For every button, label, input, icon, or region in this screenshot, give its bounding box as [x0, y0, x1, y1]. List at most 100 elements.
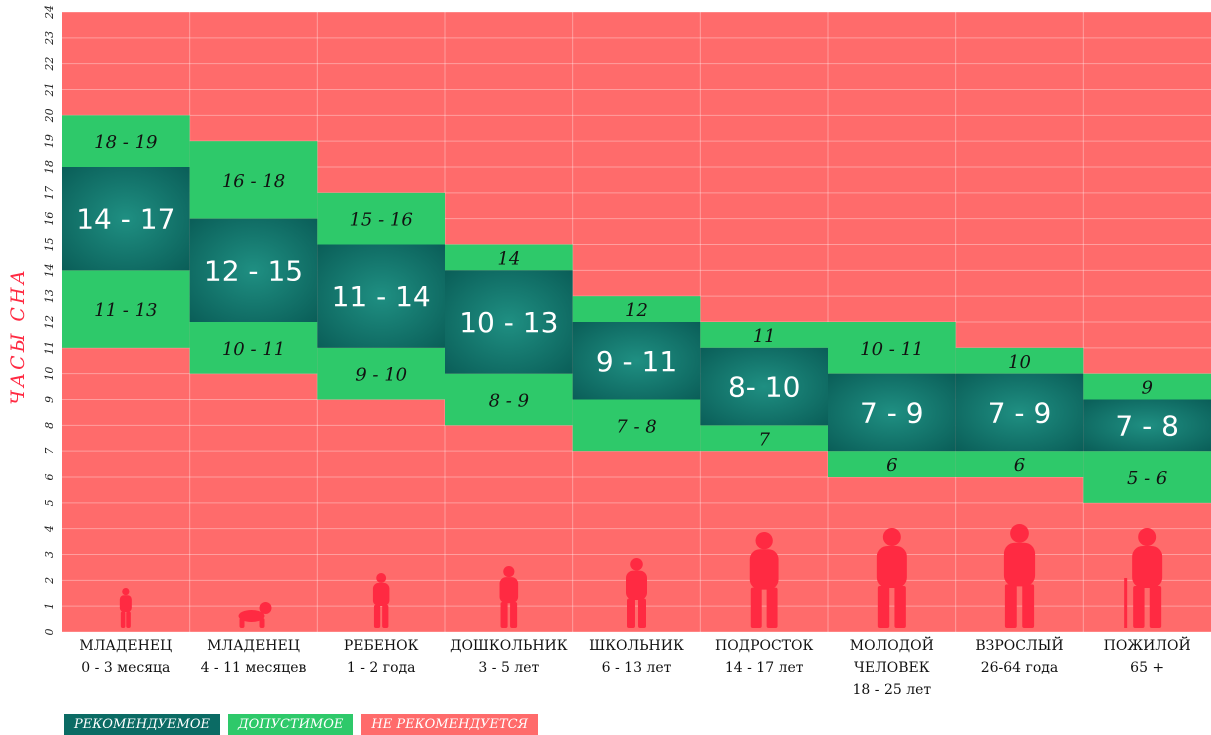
- acceptable-upper-bar: [317, 192, 445, 245]
- acceptable-lower-label: 7 - 8: [616, 416, 656, 437]
- acceptable-lower-label: 7: [758, 429, 770, 450]
- acceptable-upper-bar: [189, 141, 318, 219]
- legend-not-recommended: НЕ РЕКОМЕНДУЕТСЯ: [361, 714, 539, 735]
- category-age: 0 - 3 месяца: [81, 660, 170, 676]
- category-age: 1 - 2 года: [347, 660, 416, 676]
- y-tick-label: 6: [43, 474, 56, 481]
- category-age: 18 - 25 лет: [853, 682, 932, 698]
- preschooler-silhouette-icon: [499, 566, 519, 628]
- x-axis-categories: МЛАДЕНЕЦ 0 - 3 месяца МЛАДЕНЕЦ 4 - 11 месяц…: [79, 635, 1190, 698]
- y-tick-label: 21: [43, 83, 56, 98]
- infant-silhouette-icon: [119, 588, 132, 628]
- recommended-label: 14 - 17: [76, 203, 175, 236]
- recommended-bar: [955, 373, 1084, 452]
- category-name: ШКОЛЬНИК: [589, 638, 684, 654]
- recommended-label: 7 - 9: [860, 396, 924, 429]
- y-tick-label: 4: [43, 525, 56, 533]
- recommended-bar: [445, 270, 573, 374]
- acceptable-upper-bar: [955, 347, 1084, 374]
- y-axis-label: ЧАСЫ СНА: [7, 267, 29, 405]
- acceptable-upper-label: 12: [625, 300, 648, 321]
- acceptable-lower-bar: [572, 399, 701, 452]
- y-tick-label: 22: [43, 57, 56, 72]
- y-tick-label: 14: [43, 263, 56, 277]
- acceptable-lower-label: 6: [1014, 455, 1025, 476]
- y-tick-label: 12: [43, 315, 56, 329]
- senior-silhouette-icon: [1124, 528, 1163, 628]
- acceptable-lower-label: 10 - 11: [222, 339, 285, 360]
- y-tick-label: 0: [43, 629, 56, 636]
- acceptable-lower-label: 8 - 9: [489, 391, 529, 412]
- adult-silhouette-icon: [1003, 524, 1036, 628]
- y-tick-label: 8: [43, 422, 56, 429]
- acceptable-upper-bar: [828, 322, 956, 374]
- y-tick-label: 20: [43, 108, 56, 123]
- y-tick-label: 1: [43, 603, 56, 610]
- recommended-bar: [1083, 399, 1211, 452]
- category-name: МЛАДЕНЕЦ: [207, 638, 300, 654]
- category-age: 6 - 13 лет: [602, 660, 672, 676]
- acceptable-lower-label: 9 - 10: [355, 365, 407, 386]
- acceptable-lower-label: 11 - 13: [94, 300, 157, 321]
- silhouettes-group: [119, 524, 1163, 628]
- category-name: ВЗРОСЛЫЙ: [975, 635, 1063, 654]
- acceptable-lower-bar: [1083, 451, 1211, 503]
- acceptable-lower-bar: [62, 270, 190, 348]
- acceptable-upper-bar: [572, 296, 701, 322]
- y-tick-label: 9: [43, 396, 56, 403]
- y-tick-label: 5: [43, 499, 56, 506]
- acceptable-lower-label: 6: [886, 455, 897, 476]
- acceptable-upper-bar: [62, 115, 190, 167]
- category-age: 14 - 17 лет: [725, 660, 804, 676]
- y-tick-label: 17: [43, 186, 56, 200]
- category-name: ПОЖИЛОЙ: [1104, 635, 1191, 654]
- category-name: ЧЕЛОВЕК: [854, 660, 930, 676]
- acceptable-lower-bar: [317, 347, 445, 400]
- acceptable-upper-bar: [700, 322, 828, 348]
- category-name: ПОДРОСТОК: [715, 638, 813, 654]
- y-tick-label: 7: [43, 448, 56, 455]
- bars-group: 14 - 17 18 - 19 11 - 13 12 - 15 16 - 18 10 - …: [62, 115, 1211, 503]
- recommended-bar: [700, 347, 828, 426]
- recommended-label: 9 - 11: [596, 345, 677, 378]
- category-age: 65 +: [1130, 660, 1164, 676]
- schoolchild-silhouette-icon: [626, 558, 647, 628]
- recommended-label: 12 - 15: [204, 254, 303, 287]
- recommended-bar: [828, 373, 956, 452]
- y-tick-label: 15: [43, 238, 56, 252]
- acceptable-lower-bar: [955, 451, 1084, 477]
- acceptable-upper-label: 14: [497, 248, 520, 269]
- acceptable-lower-bar: [828, 451, 956, 477]
- recommended-label: 7 - 9: [988, 396, 1052, 429]
- recommended-label: 10 - 13: [459, 306, 558, 339]
- toddler-silhouette-icon: [372, 573, 390, 628]
- recommended-bar: [189, 218, 318, 322]
- category-age: 4 - 11 месяцев: [201, 660, 307, 676]
- y-tick-label: 24: [43, 5, 56, 20]
- acceptable-upper-label: 10 - 11: [860, 339, 923, 360]
- category-age: 26-64 года: [981, 660, 1059, 676]
- y-tick-label: 13: [43, 289, 56, 303]
- acceptable-upper-label: 15 - 16: [349, 210, 412, 231]
- y-tick-label: 16: [43, 212, 56, 226]
- y-tick-label: 23: [43, 31, 56, 46]
- recommended-label: 11 - 14: [332, 280, 431, 313]
- recommended-bar: [572, 322, 701, 400]
- acceptable-lower-bar: [700, 425, 828, 452]
- acceptable-upper-label: 16 - 18: [222, 171, 285, 192]
- crawling-baby-silhouette-icon: [238, 602, 272, 628]
- legend-recommended: РЕКОМЕНДУЕМОЕ: [64, 714, 221, 735]
- category-name: МЛАДЕНЕЦ: [79, 638, 172, 654]
- acceptable-upper-label: 10: [1008, 352, 1031, 373]
- y-tick-label: 10: [43, 367, 56, 381]
- acceptable-lower-bar: [445, 373, 573, 426]
- legend: РЕКОМЕНДУЕМОЕ ДОПУСТИМОЕ НЕ РЕКОМЕНДУЕТС…: [64, 714, 539, 735]
- y-tick-label: 3: [43, 551, 56, 558]
- recommended-label: 8- 10: [728, 371, 800, 404]
- y-tick-label: 2: [43, 577, 56, 585]
- recommended-bar: [62, 167, 190, 271]
- acceptable-lower-label: 5 - 6: [1127, 468, 1167, 489]
- acceptable-upper-label: 11: [753, 326, 776, 347]
- teen-silhouette-icon: [749, 532, 779, 628]
